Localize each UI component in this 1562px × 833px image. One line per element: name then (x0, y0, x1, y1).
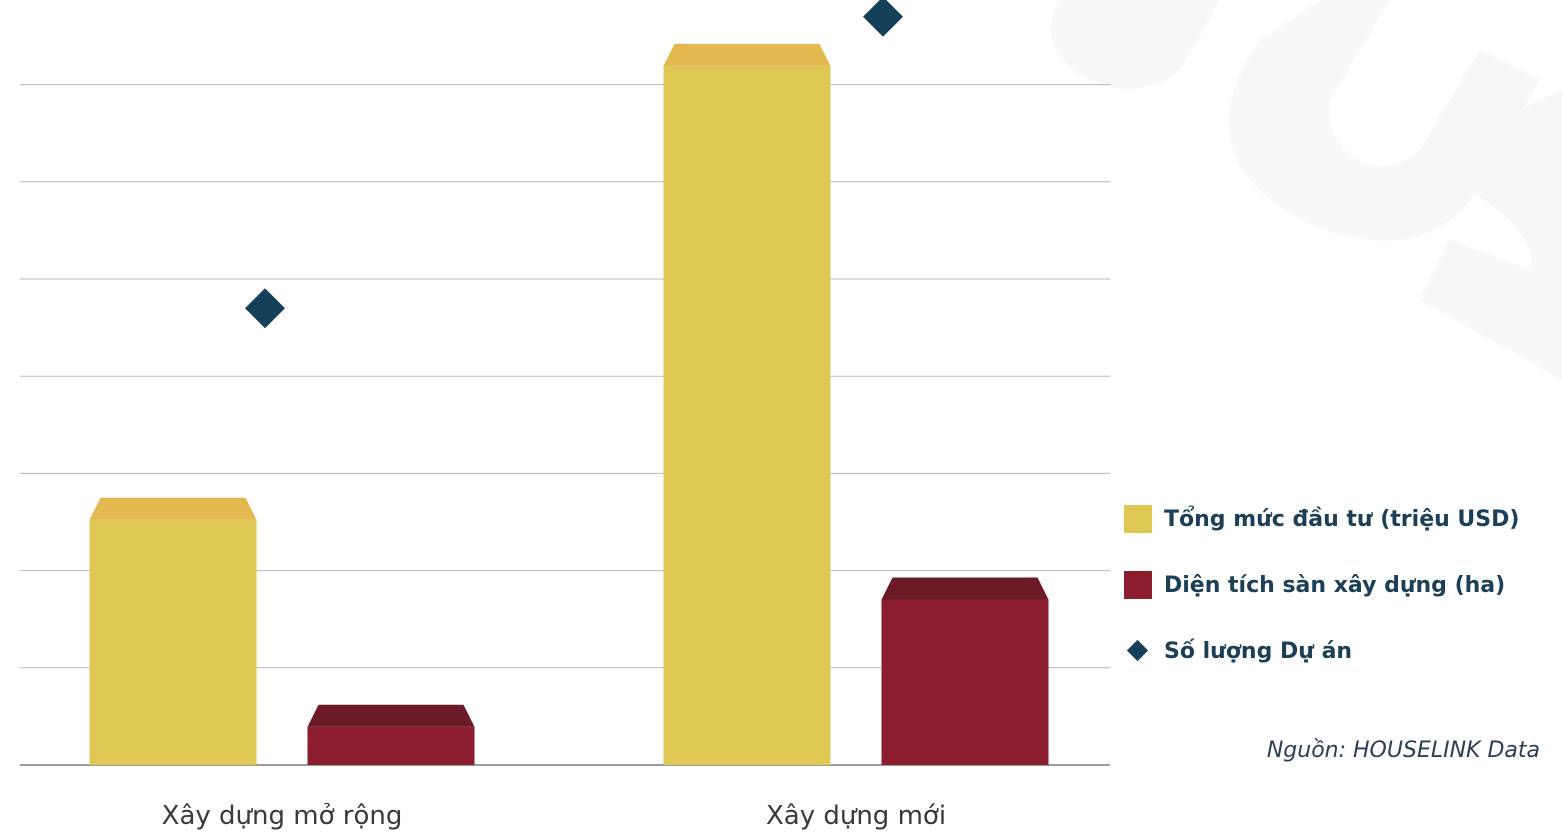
legend-label-investment: Tổng mức đầu tư (triệu USD) (1164, 506, 1520, 532)
legend-item-investment: Tổng mức đầu tư (triệu USD) (1124, 486, 1519, 552)
legend-item-floor-area: Diện tích sàn xây dựng (ha) (1124, 552, 1519, 618)
bar (663, 65, 831, 765)
watermark-logo (1050, 0, 1562, 380)
bar (89, 519, 257, 765)
x-tick-label: Xây dựng mới (766, 801, 946, 831)
data-point-diamond (245, 288, 285, 329)
legend-label-floor-area: Diện tích sàn xây dựng (ha) (1164, 572, 1506, 598)
bar-cap (307, 704, 475, 727)
bar (307, 726, 475, 765)
x-axis-labels: Xây dựng mở rộng Xây dựng mới (162, 801, 946, 831)
bars (89, 43, 1049, 765)
bar-cap (663, 43, 831, 66)
legend-swatch-floor-area (1124, 571, 1152, 599)
data-point-diamond (863, 0, 903, 37)
legend-label-project-count: Số lượng Dự án (1164, 638, 1353, 664)
source-note: Nguồn: HOUSELINK Data (1266, 738, 1540, 763)
x-tick-label: Xây dựng mở rộng (162, 801, 403, 831)
bar (881, 599, 1049, 765)
legend-swatch-investment (1124, 505, 1152, 533)
bar-cap (89, 497, 257, 520)
diamond-icon (1124, 637, 1152, 665)
bar-cap (881, 577, 1049, 600)
legend: Tổng mức đầu tư (triệu USD) Diện tích sà… (1124, 486, 1519, 684)
legend-item-project-count: Số lượng Dự án (1124, 618, 1519, 684)
markers (245, 0, 903, 329)
